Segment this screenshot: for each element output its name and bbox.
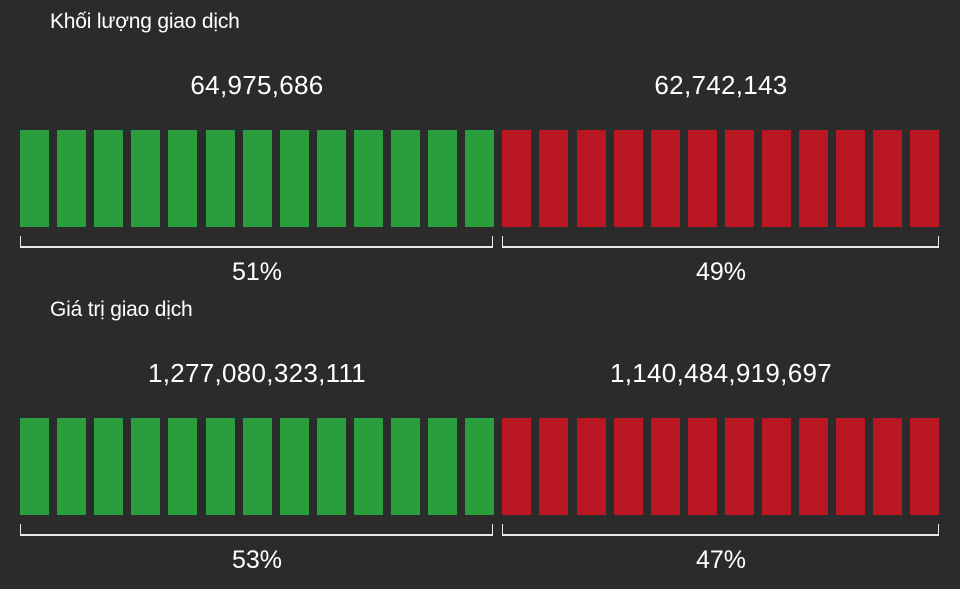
- sell-bar-segment: [539, 130, 568, 227]
- value-buy-value: 1,277,080,323,111: [147, 358, 367, 388]
- buy-bar-segment: [168, 418, 197, 515]
- buy-bar-segment: [168, 130, 197, 227]
- sell-bar-segment: [799, 418, 828, 515]
- value-sell-bracket: [502, 524, 939, 536]
- buy-bar-segment: [465, 130, 494, 227]
- sell-bar-segment: [836, 418, 865, 515]
- sell-bar-segment: [799, 130, 828, 227]
- buy-bar-segment: [280, 418, 309, 515]
- sell-bar-segment: [614, 130, 643, 227]
- sell-bar-segment: [762, 130, 791, 227]
- buy-bar-segment: [428, 130, 457, 227]
- buy-bar-segment: [243, 130, 272, 227]
- value-title: Giá trị giao dịch: [50, 298, 193, 321]
- sell-bar-segment: [688, 130, 717, 227]
- sell-bar-segment: [762, 418, 791, 515]
- sell-bar-segment: [836, 130, 865, 227]
- buy-bar-segment: [206, 418, 235, 515]
- volume-buy-percent: 51%: [231, 258, 283, 286]
- buy-bar-segment: [317, 418, 346, 515]
- volume-sell-bracket: [502, 236, 939, 248]
- buy-bar-segment: [391, 130, 420, 227]
- sell-bar-segment: [910, 418, 939, 515]
- sell-bar-segment: [614, 418, 643, 515]
- sell-bar-segment: [502, 418, 531, 515]
- volume-sell-value: 62,742,143: [654, 70, 788, 100]
- sell-bar-segment: [725, 130, 754, 227]
- volume-title: Khối lượng giao dịch: [50, 10, 240, 33]
- sell-bar-segment: [873, 418, 902, 515]
- buy-bar-segment: [280, 130, 309, 227]
- buy-bar-segment: [391, 418, 420, 515]
- buy-bar-segment: [131, 130, 160, 227]
- volume-buy-value: 64,975,686: [190, 70, 324, 100]
- sell-bar-segment: [539, 418, 568, 515]
- sell-bar-segment: [577, 418, 606, 515]
- sell-bar-segment: [651, 130, 680, 227]
- buy-bar-segment: [243, 418, 272, 515]
- buy-bar-segment: [57, 130, 86, 227]
- sell-bar-segment: [873, 130, 902, 227]
- value-sell-value: 1,140,484,919,697: [610, 358, 832, 388]
- volume-buy-bracket: [20, 236, 493, 248]
- volume-section: Khối lượng giao dịch 64,975,686 62,742,1…: [0, 0, 960, 290]
- buy-bar-segment: [354, 418, 383, 515]
- sell-bar-segment: [910, 130, 939, 227]
- buy-bar-segment: [428, 418, 457, 515]
- sell-bar-segment: [502, 130, 531, 227]
- volume-sell-percent: 49%: [695, 258, 747, 286]
- buy-bar-segment: [354, 130, 383, 227]
- value-sell-percent: 47%: [695, 546, 747, 574]
- sell-bar-segment: [725, 418, 754, 515]
- buy-bar-segment: [57, 418, 86, 515]
- sell-bar-segment: [651, 418, 680, 515]
- value-section: Giá trị giao dịch 1,277,080,323,111 1,14…: [0, 288, 960, 578]
- sell-bar-segment: [577, 130, 606, 227]
- buy-bar-segment: [131, 418, 160, 515]
- buy-bar-segment: [20, 418, 49, 515]
- value-bars: [0, 418, 960, 515]
- buy-bar-segment: [20, 130, 49, 227]
- buy-bar-segment: [94, 418, 123, 515]
- value-buy-percent: 53%: [231, 546, 283, 574]
- buy-bar-segment: [94, 130, 123, 227]
- sell-bar-segment: [688, 418, 717, 515]
- buy-bar-segment: [206, 130, 235, 227]
- volume-bars: [0, 130, 960, 227]
- buy-bar-segment: [317, 130, 346, 227]
- buy-bar-segment: [465, 418, 494, 515]
- value-buy-bracket: [20, 524, 493, 536]
